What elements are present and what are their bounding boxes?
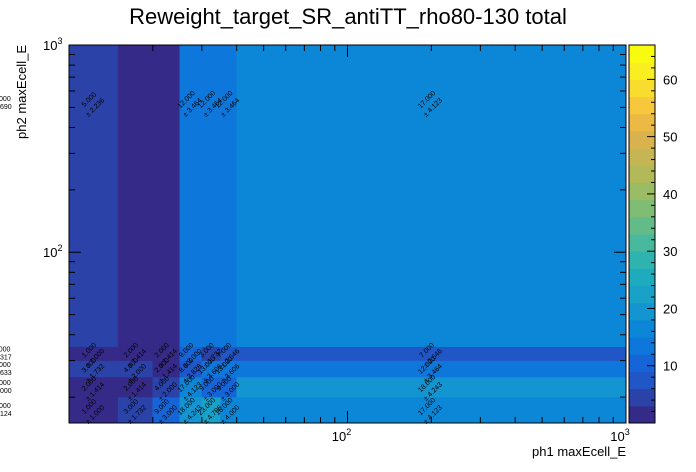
palette-swatch	[629, 388, 655, 407]
palette-swatch	[629, 96, 655, 115]
color-palette: 10 20 30 40 50 60	[628, 44, 677, 424]
palette-swatch	[629, 337, 655, 355]
palette-swatch	[629, 199, 655, 218]
palette-tick-label: 20	[663, 301, 677, 316]
cell-value-label: 22.000	[0, 96, 11, 103]
palette-swatch	[629, 302, 655, 321]
heatmap-cell	[152, 396, 181, 424]
y-axis-title: ph2 maxEcell_E	[14, 45, 29, 139]
palette-swatch	[629, 285, 655, 304]
palette-swatch	[629, 319, 655, 338]
palette-swatch	[629, 62, 655, 80]
cell-error-label: ± 6.633	[0, 370, 12, 377]
x-tick-label: 102	[332, 427, 351, 444]
palette-swatch	[629, 405, 655, 424]
palette-swatch	[629, 251, 655, 269]
heatmap-cell	[236, 44, 627, 347]
heatmap-cells	[68, 44, 627, 424]
axes: 102 103 102 103	[43, 36, 630, 444]
palette-swatch	[629, 216, 655, 235]
palette-swatch	[629, 130, 655, 149]
cell-value-label: 49.000	[0, 380, 11, 387]
y-tick-label: 103	[43, 36, 62, 53]
cell-value-label: 66.000	[0, 403, 11, 410]
palette-tick-label: 40	[663, 187, 677, 202]
chart-title: Reweight_target_SR_antiTT_rho80-130 tota…	[129, 4, 567, 29]
palette-swatch	[629, 79, 655, 98]
y-tick-label: 102	[43, 243, 62, 260]
x-axis-title: ph1 maxEcell_E	[532, 444, 626, 459]
x-tick-label: 103	[610, 427, 629, 444]
palette-swatch	[629, 45, 655, 63]
palette-tick-label: 30	[663, 244, 677, 259]
palette-tick-label: 50	[663, 130, 677, 145]
palette-swatch	[629, 113, 655, 132]
palette-frame	[628, 44, 656, 424]
palette-swatch	[629, 268, 655, 287]
palette-swatch	[629, 165, 655, 183]
cell-error-label: ± 3.317	[0, 355, 12, 362]
heatmap-cell	[68, 396, 119, 424]
palette-swatch	[629, 234, 655, 252]
cell-value-label: 11.000	[0, 347, 11, 354]
heatmap-cell	[117, 44, 154, 347]
palette-tick-label: 10	[663, 359, 677, 374]
palette-swatch	[629, 182, 655, 201]
cell-error-label: ± 8.124	[0, 411, 12, 418]
cell-value-label: 44.000	[0, 362, 11, 369]
heatmap-cell	[152, 44, 181, 347]
cell-error-label: ± 4.690	[0, 104, 12, 111]
palette-swatch	[629, 354, 655, 372]
heatmap-cell	[68, 44, 119, 347]
palette-swatch	[629, 148, 655, 166]
palette-tick-label: 60	[663, 72, 677, 87]
cell-error-label: ± 7.000	[0, 388, 12, 395]
palette-swatch	[629, 371, 655, 390]
